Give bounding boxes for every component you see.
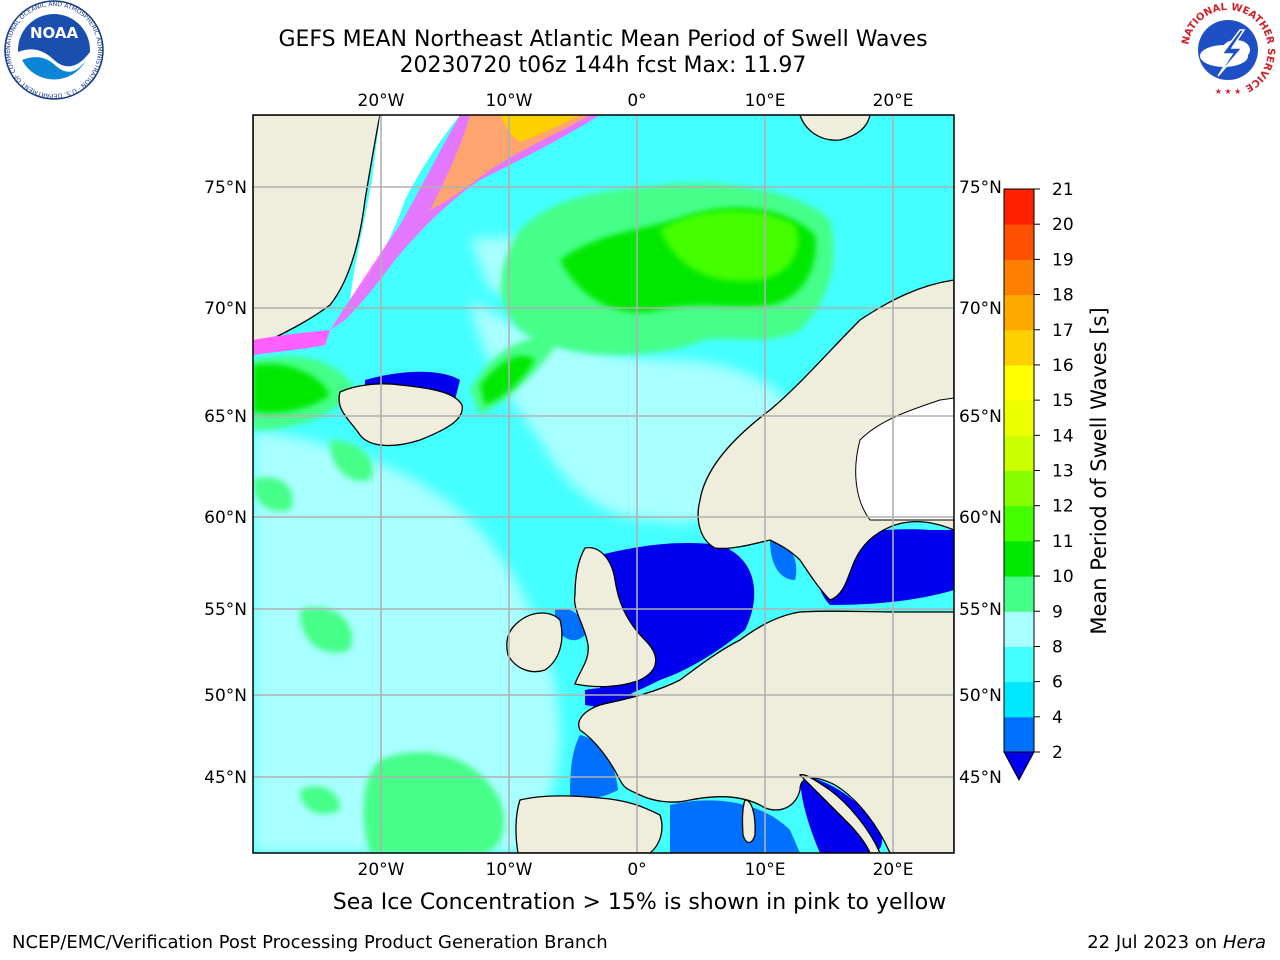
colorbar-swatch <box>1004 364 1034 401</box>
map-subtitle: 20230720 t06z 144h fcst Max: 11.97 <box>399 53 807 78</box>
colorbar-tick-label: 15 <box>1052 391 1074 411</box>
left-lat-label: 45°N <box>204 768 247 788</box>
colorbar-tick-label: 17 <box>1052 321 1074 341</box>
land-masses <box>253 115 954 853</box>
colorbar: 2 4 6 8 9 10 11 12 13 14 15 16 17 18 19 20 21 <box>1003 180 1074 782</box>
right-lat-label: 65°N <box>959 407 1002 427</box>
colorbar-tick-label: 10 <box>1052 567 1074 587</box>
nws-logo: NATIONAL WEATHER SERVICE ★ ★ ★ <box>1180 2 1276 98</box>
colorbar-tick-label: 16 <box>1052 356 1074 376</box>
colorbar-tick-label: 4 <box>1052 708 1063 728</box>
top-lon-label: 20°W <box>358 91 405 111</box>
colorbar-swatch <box>1004 611 1034 647</box>
colorbar-tick-label: 14 <box>1052 426 1074 446</box>
gulf-of-bothnia <box>855 397 954 521</box>
colorbar-tick-label: 13 <box>1052 462 1074 482</box>
sea-ice-note: Sea Ice Concentration > 15% is shown in … <box>332 890 947 915</box>
top-lon-labels: 20°W 10°W 0° 10°E 20°E <box>358 91 914 111</box>
bottom-lon-label: 10°W <box>486 860 533 880</box>
svalbard <box>799 115 871 141</box>
colorbar-tick-label: 18 <box>1052 286 1074 306</box>
top-lon-label: 0° <box>627 91 646 111</box>
swell-11-12s-region <box>660 210 799 282</box>
colorbar-swatch <box>1004 259 1034 296</box>
colorbar-tick-label: 11 <box>1052 532 1074 552</box>
colorbar-tick-label: 6 <box>1052 673 1063 693</box>
left-lat-label: 65°N <box>204 407 247 427</box>
colorbar-label: Mean Period of Swell Waves [s] <box>1087 307 1111 634</box>
colorbar-swatch <box>1004 505 1034 542</box>
right-lat-label: 70°N <box>959 299 1002 319</box>
colorbar-swatch <box>1004 576 1034 612</box>
bottom-lon-labels: 20°W 10°W 0° 10°E 20°E <box>358 860 914 880</box>
colorbar-swatch <box>1004 716 1034 753</box>
colorbar-swatch <box>1004 470 1034 507</box>
corsica-sardinia <box>741 799 756 844</box>
sea-ice-region <box>253 115 600 355</box>
great-britain <box>573 547 657 688</box>
right-lat-label: 50°N <box>959 686 1002 706</box>
colorbar-tick-label: 20 <box>1052 215 1074 235</box>
map-frame <box>252 114 955 854</box>
colorbar-swatch <box>1004 681 1034 718</box>
noaa-logo: NATIONAL OCEANIC AND ATMOSPHERIC ADMINIS… <box>2 0 104 100</box>
left-lat-label: 75°N <box>204 178 247 198</box>
colorbar-swatch <box>1004 540 1034 577</box>
left-lat-label: 50°N <box>204 686 247 706</box>
map-title: GEFS MEAN Northeast Atlantic Mean Period… <box>278 27 928 52</box>
colorbar-tick-label: 12 <box>1052 497 1074 517</box>
colorbar-swatch <box>1004 224 1034 260</box>
right-lat-label: 60°N <box>959 508 1002 528</box>
svg-text:★ ★ ★: ★ ★ ★ <box>1215 87 1242 96</box>
colorbar-tick-label: 8 <box>1052 637 1063 657</box>
colorbar-tick-label: 21 <box>1052 180 1074 200</box>
colorbar-extend-triangle <box>1003 751 1035 782</box>
noaa-logo-text: NOAA <box>30 24 79 42</box>
left-lat-label: 55°N <box>204 600 247 620</box>
top-lon-label: 10°E <box>745 91 786 111</box>
colorbar-swatch <box>1004 646 1034 683</box>
colorbar-swatch <box>1004 400 1034 436</box>
bottom-lon-label: 0° <box>627 860 646 880</box>
bottom-lon-label: 10°E <box>745 860 786 880</box>
greenland <box>253 115 381 346</box>
colorbar-swatch <box>1004 329 1034 366</box>
colorbar-tick-label: 19 <box>1052 250 1074 270</box>
colorbar-tick-label: 2 <box>1052 743 1063 763</box>
ireland <box>506 612 563 673</box>
right-lat-label: 75°N <box>959 178 1002 198</box>
top-lon-label: 10°W <box>486 91 533 111</box>
graticule <box>253 115 954 853</box>
left-lat-label: 60°N <box>204 508 247 528</box>
right-lat-labels: 75°N 70°N 65°N 60°N 55°N 50°N 45°N <box>959 178 1002 788</box>
bottom-lon-label: 20°W <box>358 860 405 880</box>
iceland <box>338 383 463 447</box>
right-lat-label: 55°N <box>959 600 1002 620</box>
footer-host: Hera <box>1222 932 1266 953</box>
left-lat-label: 70°N <box>204 299 247 319</box>
italy <box>798 774 881 853</box>
colorbar-swatch <box>1004 294 1034 331</box>
map-area <box>253 115 954 853</box>
footer-credit: NCEP/EMC/Verification Post Processing Pr… <box>12 932 608 953</box>
colorbar-swatch <box>1004 189 1034 225</box>
colorbar-swatch <box>1004 435 1034 471</box>
bottom-lon-label: 20°E <box>873 860 914 880</box>
colorbar-tick-label: 9 <box>1052 602 1063 622</box>
footer-date: 22 Jul 2023 on Hera <box>1087 932 1266 953</box>
top-lon-label: 20°E <box>873 91 914 111</box>
iberia <box>515 795 663 853</box>
right-lat-label: 45°N <box>959 768 1002 788</box>
left-lat-labels: 75°N 70°N 65°N 60°N 55°N 50°N 45°N <box>204 178 247 788</box>
footer-date-text: 22 Jul 2023 on <box>1087 932 1223 953</box>
